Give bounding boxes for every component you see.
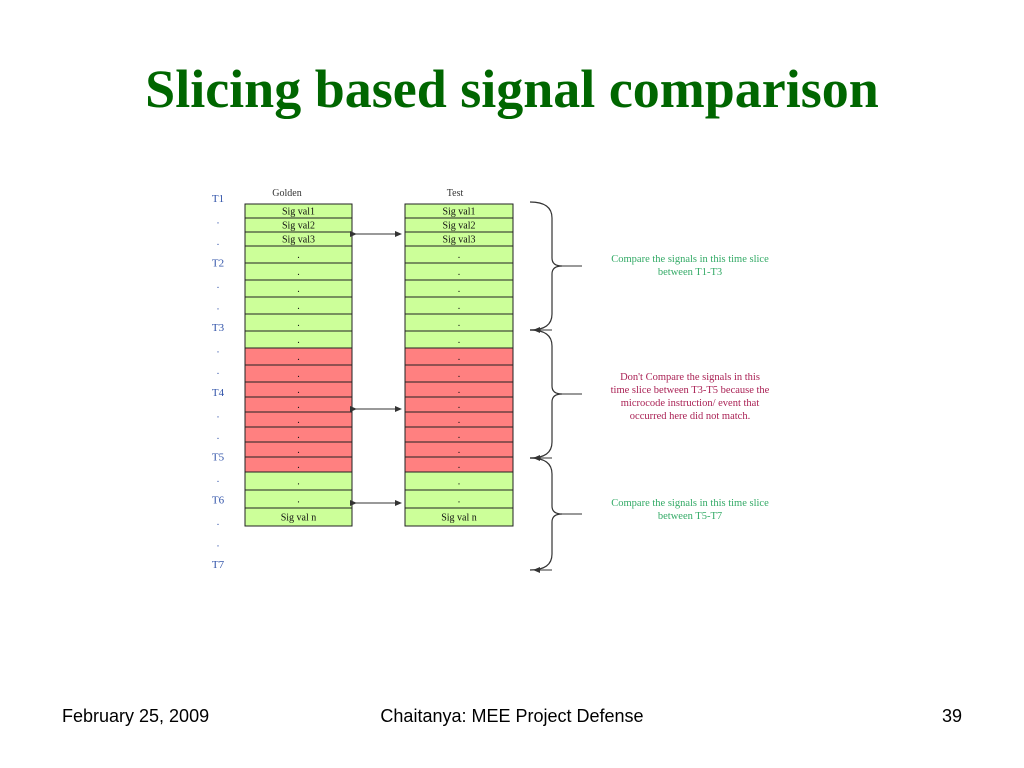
test-cell-label: . <box>458 284 461 295</box>
golden-cell-label: . <box>297 318 300 329</box>
golden-cell-label: . <box>297 460 300 471</box>
slice-brace <box>529 457 563 571</box>
test-cell-label: . <box>458 385 461 396</box>
annotation-line: between T5-T7 <box>658 511 722 522</box>
time-dot: . <box>217 431 220 442</box>
golden-cell-label: Sig val n <box>281 513 317 524</box>
time-label: T5 <box>212 451 225 463</box>
test-column: Sig val1 Sig val2 Sig val3................… <box>404 203 514 527</box>
golden-cell-label: . <box>297 477 300 488</box>
annotation-line: time slice between T3-T5 because the <box>611 385 770 396</box>
test-cell <box>404 507 514 527</box>
test-column-header: Test <box>447 188 464 199</box>
test-cell-label: Sig val n <box>441 513 477 524</box>
slice-annotation: Compare the signals in this time slice be… <box>611 254 769 278</box>
comparison-arrows <box>350 231 402 506</box>
golden-column-header: Golden <box>272 188 301 199</box>
golden-cell-label: . <box>297 284 300 295</box>
time-label: T6 <box>212 494 225 506</box>
time-dot: . <box>217 538 220 549</box>
slide-title: Slicing based signal comparison <box>145 59 879 119</box>
time-label: T1 <box>212 193 224 205</box>
test-cell-label: . <box>458 415 461 426</box>
test-cell-label: . <box>458 430 461 441</box>
annotation-line: Compare the signals in this time slice <box>611 498 769 509</box>
golden-cell-label: Sig val3 <box>282 235 315 246</box>
test-cell-label: . <box>458 301 461 312</box>
slice-braces <box>529 201 582 573</box>
test-cell-label: . <box>458 460 461 471</box>
test-cell-label: . <box>458 400 461 411</box>
time-dot: . <box>217 280 220 291</box>
slice-annotation: Don't Compare the signals in this time sl… <box>611 372 770 422</box>
test-cell-label: . <box>458 335 461 346</box>
time-dot: . <box>217 366 220 377</box>
annotation-line: between T1-T3 <box>658 267 722 278</box>
time-dot: . <box>217 474 220 485</box>
slice-annotations: Compare the signals in this time slice be… <box>611 254 770 522</box>
golden-cell-label: . <box>297 415 300 426</box>
golden-cell-label: . <box>297 267 300 278</box>
annotation-line: Don't Compare the signals in this <box>620 372 760 383</box>
test-cell-label: . <box>458 318 461 329</box>
time-label: T4 <box>212 387 225 399</box>
test-cell-label: Sig val2 <box>442 221 475 232</box>
annotation-line: occurred here did not match. <box>630 411 750 422</box>
golden-cell-label: Sig val2 <box>282 221 315 232</box>
time-dot: . <box>217 409 220 420</box>
annotation-line: Compare the signals in this time slice <box>611 254 769 265</box>
golden-cell-label: Sig val1 <box>282 207 315 218</box>
test-cell-label: . <box>458 477 461 488</box>
test-cell-label: Sig val3 <box>442 235 475 246</box>
time-label: T2 <box>212 258 224 270</box>
test-cell-label: . <box>458 445 461 456</box>
golden-cell-label: . <box>297 335 300 346</box>
time-label: T3 <box>212 322 225 334</box>
test-cell-label: . <box>458 369 461 380</box>
test-cell-label: . <box>458 267 461 278</box>
golden-cell-label: . <box>297 250 300 261</box>
golden-cell-label: . <box>297 352 300 363</box>
footer-presentation-title: Chaitanya: MEE Project Defense <box>380 706 644 726</box>
time-dot: . <box>217 237 220 248</box>
slice-brace <box>529 201 563 331</box>
golden-cell-label: . <box>297 301 300 312</box>
footer-page-number: 39 <box>941 706 962 726</box>
test-cell-label: . <box>458 495 461 506</box>
test-cell-label: Sig val1 <box>442 207 475 218</box>
golden-cell <box>244 507 353 527</box>
time-dot: . <box>217 216 220 227</box>
golden-cell-label: . <box>297 400 300 411</box>
golden-cell-label: . <box>297 369 300 380</box>
time-dot: . <box>217 302 220 313</box>
time-axis: T1.. T2.. T3.. T4.. T5. T6.. T7 <box>212 193 225 571</box>
test-cell-label: . <box>458 352 461 363</box>
signal-slicing-diagram: Golden Test T1.. T2.. T3.. T4.. T5. T6.. T7 Si… <box>200 180 820 580</box>
time-label: T7 <box>212 559 225 571</box>
footer-date: February 25, 2009 <box>62 706 210 726</box>
golden-cell-label: . <box>297 385 300 396</box>
golden-cell-label: . <box>297 430 300 441</box>
test-cell-label: . <box>458 250 461 261</box>
slice-annotation: Compare the signals in this time slice be… <box>611 498 769 522</box>
time-dot: . <box>217 345 220 356</box>
golden-cell-label: . <box>297 495 300 506</box>
slice-brace <box>529 329 563 459</box>
time-dot: . <box>217 517 220 528</box>
golden-cell-label: . <box>297 445 300 456</box>
golden-column: Sig val1 Sig val2 Sig val3................… <box>244 203 353 527</box>
annotation-line: microcode instruction/ event that <box>621 398 760 409</box>
